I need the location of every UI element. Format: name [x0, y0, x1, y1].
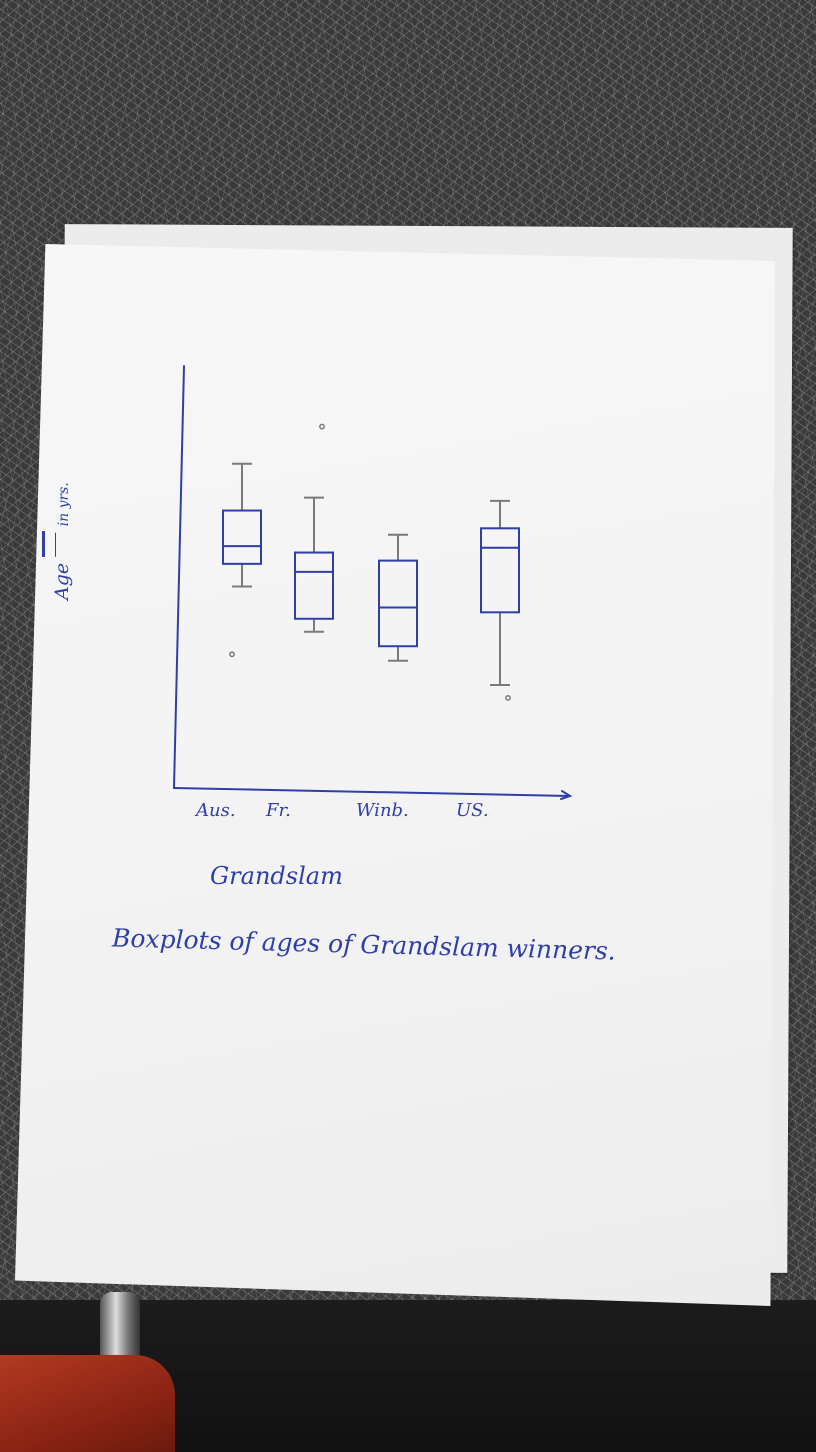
outlier-point	[505, 694, 511, 701]
iqr-box	[294, 551, 334, 620]
x-tick-label: US.	[456, 800, 489, 821]
chart-axes	[173, 365, 573, 800]
x-tick-label: Fr.	[266, 800, 291, 821]
x-axis-label: Grandslam	[210, 862, 343, 890]
box-us	[480, 499, 520, 701]
y-axis-label: Age in yrs.	[42, 482, 73, 600]
box-aus	[222, 462, 262, 658]
y-label-text-start: Age	[51, 556, 73, 600]
y-axis-line	[173, 365, 185, 789]
x-tick-label: Aus.	[196, 800, 236, 821]
red-chair	[0, 1355, 175, 1452]
iqr-box	[378, 559, 418, 648]
box-winb	[378, 533, 418, 662]
chart-boxes	[222, 423, 520, 701]
paper-sheet	[15, 244, 775, 1306]
outlier-point	[229, 651, 235, 658]
outlier-point	[319, 423, 325, 430]
x-tick-label: Winb.	[356, 800, 409, 821]
x-axis-line	[173, 787, 571, 797]
y-label-text-end: in yrs.	[56, 482, 72, 531]
y-label-scribble	[42, 530, 67, 557]
x-axis-arrowhead	[560, 790, 573, 800]
iqr-box	[222, 509, 262, 565]
iqr-box	[480, 527, 520, 614]
box-fr	[294, 423, 334, 633]
